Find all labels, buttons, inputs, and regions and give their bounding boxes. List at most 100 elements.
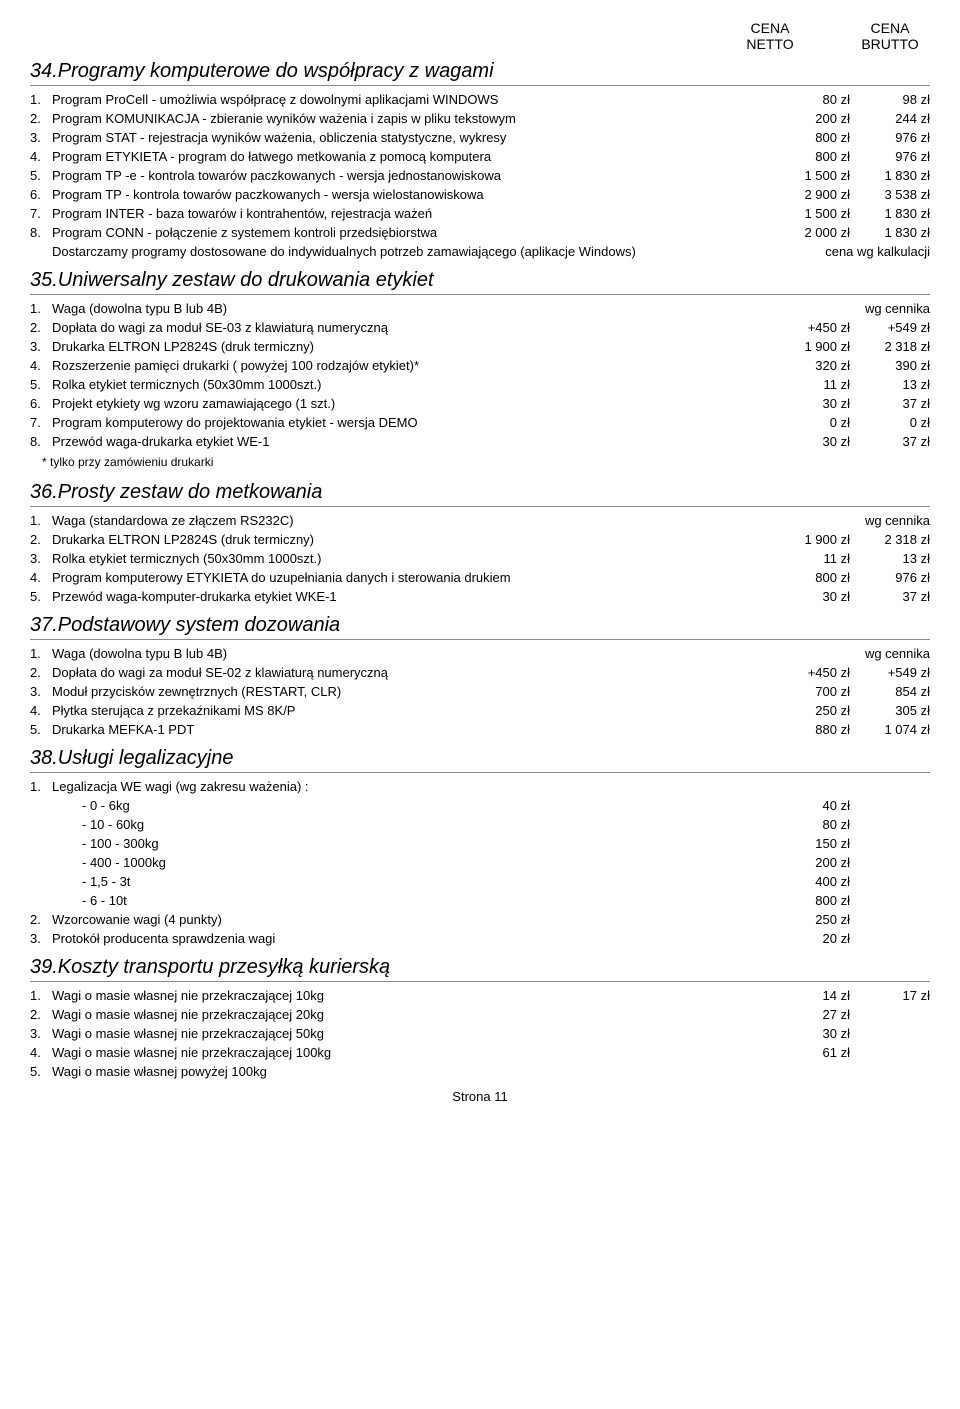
price-row: 3.Program STAT - rejestracja wyników waż… — [30, 128, 930, 147]
price-row: 2.Wzorcowanie wagi (4 punkty)250 zł — [30, 910, 930, 929]
row-desc: Program ProCell - umożliwia współpracę z… — [52, 92, 760, 107]
row-desc: Drukarka MEFKA-1 PDT — [52, 722, 760, 737]
price-row: 2.Dopłata do wagi za moduł SE-03 z klawi… — [30, 318, 930, 337]
row-num: 4. — [30, 1045, 52, 1060]
row-netto: 800 zł — [760, 149, 850, 164]
row-brutto: 1 074 zł — [850, 722, 930, 737]
range-row: - 1,5 - 3t400 zł — [30, 872, 930, 891]
price-row: 3.Protokół producenta sprawdzenia wagi20… — [30, 929, 930, 948]
range-desc: - 6 - 10t — [52, 893, 760, 908]
row-netto: 30 zł — [760, 589, 850, 604]
row-desc: Program TP - kontrola towarów paczkowany… — [52, 187, 760, 202]
row-num: 2. — [30, 912, 52, 927]
row-num: 4. — [30, 570, 52, 585]
row-desc: Protokół producenta sprawdzenia wagi — [52, 931, 760, 946]
row-brutto: 98 zł — [850, 92, 930, 107]
row-desc: Przewód waga-komputer-drukarka etykiet W… — [52, 589, 760, 604]
row-brutto: 976 zł — [850, 130, 930, 145]
row-desc: Program CONN - połączenie z systemem kon… — [52, 225, 760, 240]
row-num: 2. — [30, 320, 52, 335]
s34-note: Dostarczamy programy dostosowane do indy… — [52, 244, 760, 259]
row-num: 3. — [30, 1026, 52, 1041]
price-row: 2.Drukarka ELTRON LP2824S (druk termiczn… — [30, 530, 930, 549]
row-desc: Program komputerowy do projektowania ety… — [52, 415, 760, 430]
row-netto: +450 zł — [760, 320, 850, 335]
s38-lead: 1. Legalizacja WE wagi (wg zakresu ważen… — [30, 777, 930, 796]
row-desc: Program komputerowy ETYKIETA do uzupełni… — [52, 570, 760, 585]
row-desc: Rolka etykiet termicznych (50x30mm 1000s… — [52, 551, 760, 566]
range-row: - 0 - 6kg40 zł — [30, 796, 930, 815]
row-brutto: +549 zł — [850, 320, 930, 335]
row-netto: 2 900 zł — [760, 187, 850, 202]
row-num: 3. — [30, 339, 52, 354]
row-num: 2. — [30, 111, 52, 126]
row-brutto: 1 830 zł — [850, 168, 930, 183]
row-num: 4. — [30, 703, 52, 718]
price-row: 2.Dopłata do wagi za moduł SE-02 z klawi… — [30, 663, 930, 682]
row-netto: 880 zł — [760, 722, 850, 737]
range-desc: - 0 - 6kg — [52, 798, 760, 813]
range-netto: 80 zł — [760, 817, 850, 832]
row-desc: Płytka sterująca z przekaźnikami MS 8K/P — [52, 703, 760, 718]
row-brutto: 3 538 zł — [850, 187, 930, 202]
price-row: 7.Program INTER - baza towarów i kontrah… — [30, 204, 930, 223]
row-desc: Program STAT - rejestracja wyników ważen… — [52, 130, 760, 145]
row-num: 2. — [30, 532, 52, 547]
row-netto: 61 zł — [760, 1045, 850, 1060]
price-row: 3.Wagi o masie własnej nie przekraczając… — [30, 1024, 930, 1043]
row-num: 1. — [30, 301, 52, 316]
page-footer: Strona 11 — [30, 1089, 930, 1104]
row-netto: 1 500 zł — [760, 168, 850, 183]
row-netto: 1 900 zł — [760, 339, 850, 354]
price-row: 5.Wagi o masie własnej powyżej 100kg — [30, 1062, 930, 1081]
price-row: 4.Program komputerowy ETYKIETA do uzupeł… — [30, 568, 930, 587]
row-brutto: 2 318 zł — [850, 339, 930, 354]
row-netto: 80 zł — [760, 92, 850, 107]
price-row: 4.Rozszerzenie pamięci drukarki ( powyże… — [30, 356, 930, 375]
price-row: 1.Waga (standardowa ze złączem RS232C)wg… — [30, 511, 930, 530]
row-brutto: 976 zł — [850, 149, 930, 164]
row-netto: 250 zł — [760, 912, 850, 927]
row-brutto: 37 zł — [850, 589, 930, 604]
price-row: 5.Drukarka MEFKA-1 PDT880 zł1 074 zł — [30, 720, 930, 739]
row-desc: Drukarka ELTRON LP2824S (druk termiczny) — [52, 532, 760, 547]
price-row: 2.Program KOMUNIKACJA - zbieranie wynikó… — [30, 109, 930, 128]
price-row: 6.Program TP - kontrola towarów paczkowa… — [30, 185, 930, 204]
row-desc: Program KOMUNIKACJA - zbieranie wyników … — [52, 111, 760, 126]
row-netto: 1 900 zł — [760, 532, 850, 547]
row-num: 5. — [30, 589, 52, 604]
row-brutto: 0 zł — [850, 415, 930, 430]
row-desc: Drukarka ELTRON LP2824S (druk termiczny) — [52, 339, 760, 354]
row-desc: Projekt etykiety wg wzoru zamawiającego … — [52, 396, 760, 411]
range-desc: - 10 - 60kg — [52, 817, 760, 832]
row-num: 6. — [30, 187, 52, 202]
row-num: 1. — [30, 646, 52, 661]
row-num: 1. — [30, 92, 52, 107]
row-num: 3. — [30, 684, 52, 699]
row-brutto: 305 zł — [850, 703, 930, 718]
row-brutto: 1 830 zł — [850, 206, 930, 221]
s38-lead-desc: Legalizacja WE wagi (wg zakresu ważenia)… — [52, 779, 760, 794]
row-brutto: 37 zł — [850, 434, 930, 449]
price-row: 3.Moduł przycisków zewnętrznych (RESTART… — [30, 682, 930, 701]
row-netto: 700 zł — [760, 684, 850, 699]
price-row: 1.Waga (dowolna typu B lub 4B)wg cennika — [30, 299, 930, 318]
row-desc: Wagi o masie własnej nie przekraczającej… — [52, 1045, 760, 1060]
row-netto: 30 zł — [760, 396, 850, 411]
row-netto: 30 zł — [760, 434, 850, 449]
row-desc: Wagi o masie własnej nie przekraczającej… — [52, 1007, 760, 1022]
row-netto: 30 zł — [760, 1026, 850, 1041]
row-num: 3. — [30, 931, 52, 946]
row-num: 5. — [30, 1064, 52, 1079]
row-num: 4. — [30, 358, 52, 373]
price-row: 2.Wagi o masie własnej nie przekraczając… — [30, 1005, 930, 1024]
row-desc: Program ETYKIETA - program do łatwego me… — [52, 149, 760, 164]
price-header-2: NETTO BRUTTO — [30, 36, 930, 52]
row-num: 1. — [30, 513, 52, 528]
row-netto: 800 zł — [760, 570, 850, 585]
row-netto: 11 zł — [760, 377, 850, 392]
row-desc: Rolka etykiet termicznych (50x30mm 1000s… — [52, 377, 760, 392]
row-brutto: 17 zł — [850, 988, 930, 1003]
price-row: 5.Przewód waga-komputer-drukarka etykiet… — [30, 587, 930, 606]
price-row: 8.Program CONN - połączenie z systemem k… — [30, 223, 930, 242]
